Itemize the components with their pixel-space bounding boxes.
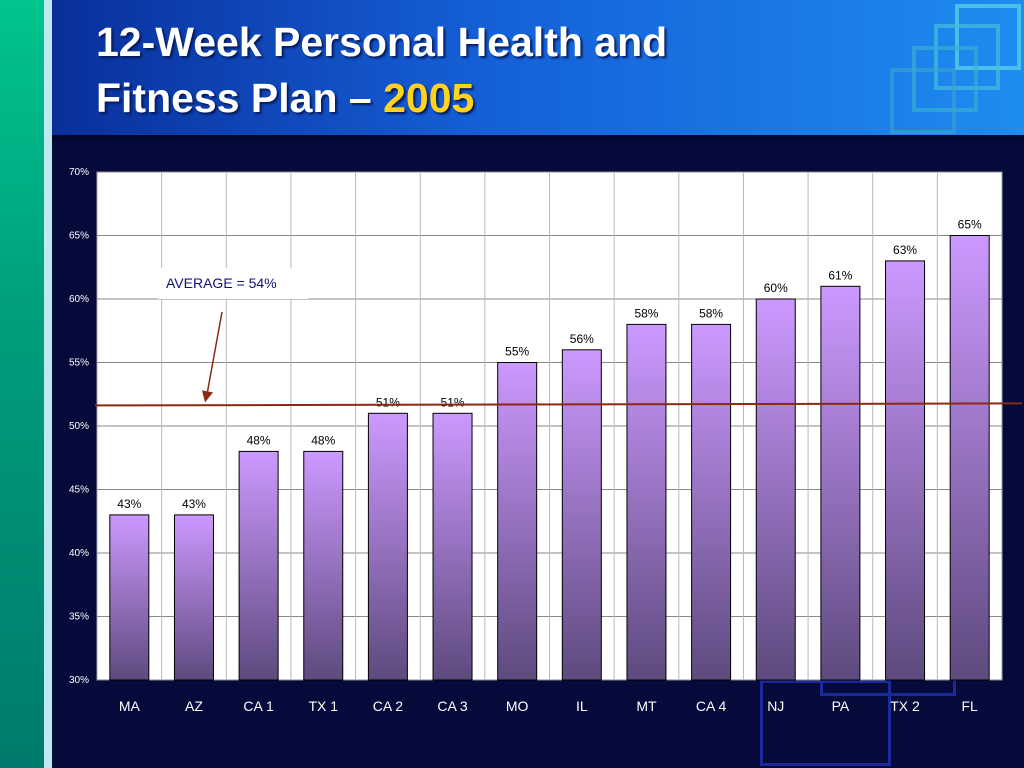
y-tick-label: 45% — [69, 485, 89, 496]
y-tick-label: 35% — [69, 612, 89, 623]
slide-title: 12-Week Personal Health and Fitness Plan… — [96, 14, 667, 126]
y-tick-label: 40% — [69, 548, 89, 559]
bar — [238, 450, 279, 681]
x-tick-label: TX 2 — [890, 698, 920, 714]
data-label: 43% — [182, 497, 206, 511]
average-label-box — [158, 268, 308, 299]
title-line-2: Fitness Plan – — [96, 75, 372, 121]
data-label: 48% — [247, 433, 271, 447]
bar — [367, 412, 408, 681]
x-tick-label: PA — [832, 698, 850, 714]
title-year: 2005 — [383, 75, 475, 121]
data-label: 55% — [505, 345, 529, 359]
bar — [109, 514, 150, 681]
x-tick-label: MT — [636, 698, 657, 714]
y-tick-label: 60% — [69, 294, 89, 305]
bar — [885, 260, 926, 681]
deco-square — [912, 46, 978, 112]
x-tick-label: FL — [962, 698, 979, 714]
data-label: 58% — [699, 306, 723, 320]
title-banner — [52, 0, 1024, 135]
x-tick-label: AZ — [185, 698, 203, 714]
bar — [497, 362, 538, 681]
bar — [432, 412, 473, 681]
average-arrow-shaft — [206, 311, 223, 395]
average-line — [94, 402, 1023, 407]
bar — [303, 450, 344, 681]
y-tick-label: 65% — [69, 231, 89, 242]
bar — [755, 298, 796, 681]
deco-square — [890, 68, 956, 134]
average-label: AVERAGE = 54% — [166, 275, 277, 291]
data-label: 63% — [893, 243, 917, 257]
x-tick-label: MA — [119, 698, 141, 714]
data-label: 48% — [311, 433, 335, 447]
data-label: 58% — [634, 306, 658, 320]
deco-square — [934, 24, 1000, 90]
deco-square — [760, 680, 891, 766]
bar — [173, 514, 214, 681]
average-arrow-head — [202, 390, 213, 403]
bar — [949, 235, 990, 681]
data-label: 51% — [376, 395, 400, 409]
x-tick-label: CA 3 — [437, 698, 468, 714]
bar — [820, 285, 861, 681]
x-tick-label: MO — [506, 698, 529, 714]
x-tick-label: CA 1 — [243, 698, 274, 714]
x-tick-label: CA 2 — [373, 698, 404, 714]
deco-square — [955, 4, 1021, 70]
x-tick-label: TX 1 — [308, 698, 338, 714]
data-label: 51% — [441, 395, 465, 409]
bar — [691, 323, 732, 681]
y-tick-label: 55% — [69, 358, 89, 369]
x-tick-label: IL — [576, 698, 588, 714]
data-label: 56% — [570, 332, 594, 346]
left-accent-stripe — [44, 0, 52, 768]
y-tick-label: 70% — [69, 167, 89, 178]
data-label: 61% — [828, 268, 852, 282]
x-tick-label: NJ — [767, 698, 784, 714]
data-label: 60% — [764, 281, 788, 295]
left-accent-bar — [0, 0, 44, 768]
y-tick-label: 30% — [69, 675, 89, 686]
title-line-1: 12-Week Personal Health and — [96, 19, 668, 65]
y-tick-label: 50% — [69, 421, 89, 432]
data-label: 43% — [117, 497, 141, 511]
title-divider — [52, 135, 1024, 139]
x-tick-label: CA 4 — [696, 698, 727, 714]
data-label: 65% — [958, 218, 982, 232]
bar — [626, 323, 667, 681]
